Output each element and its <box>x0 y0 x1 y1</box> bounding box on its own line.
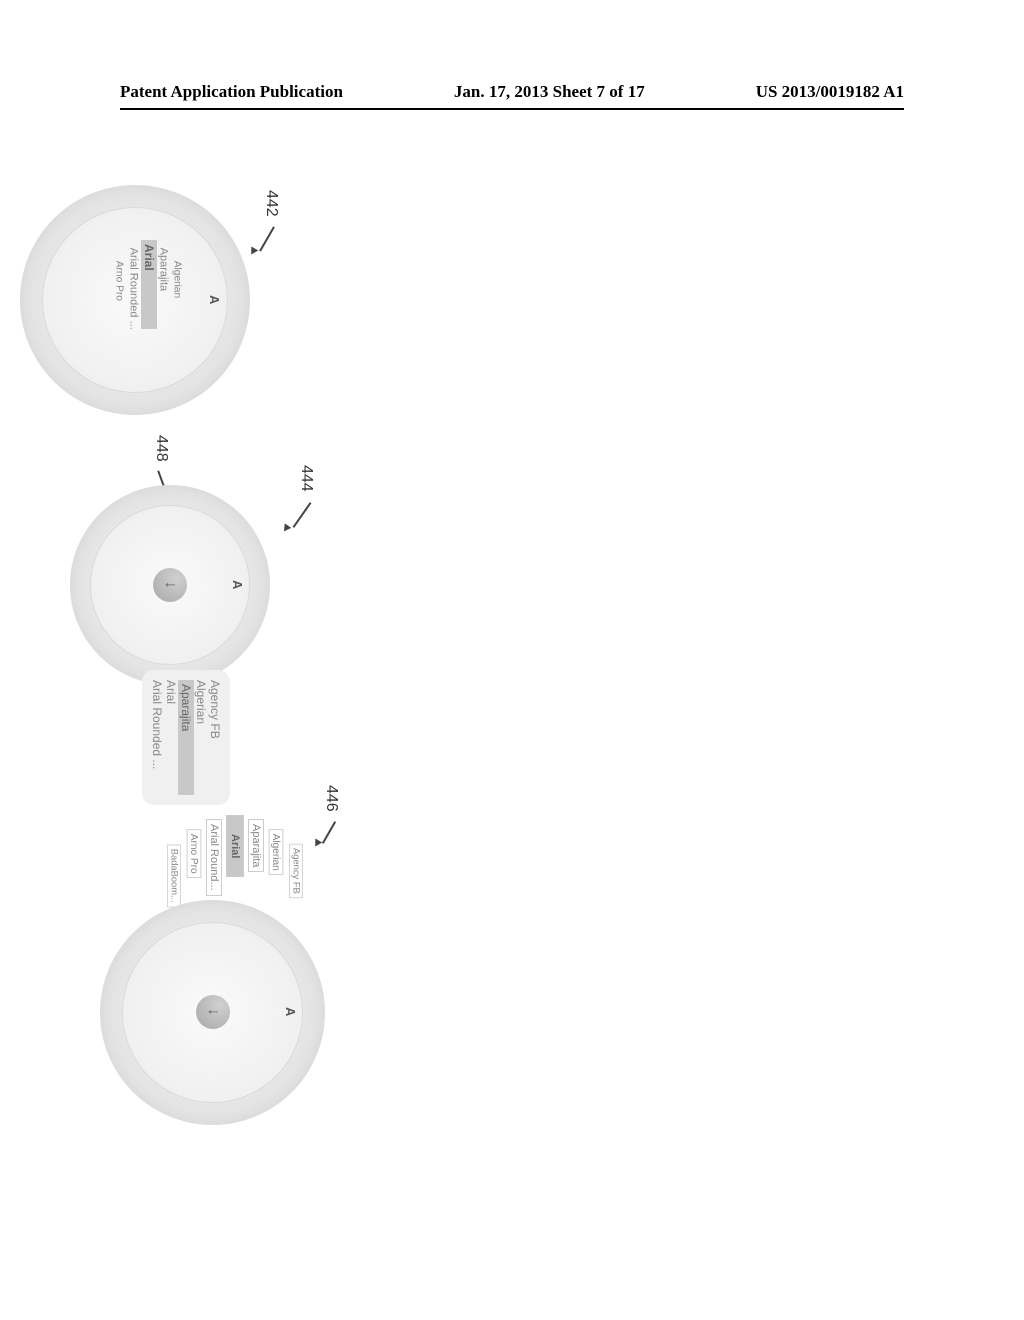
font-item[interactable]: Algerian <box>172 261 184 337</box>
dial-1-a-marker: A <box>207 295 222 304</box>
font-item-boxed[interactable]: Arial Round... <box>206 819 222 896</box>
font-item-boxed[interactable]: BadaBoom... <box>167 845 181 908</box>
font-item[interactable]: Algerian <box>194 680 208 795</box>
header-right: US 2013/0019182 A1 <box>756 82 904 102</box>
ref-label-448: 448 <box>152 435 170 462</box>
dial-2-a-marker: A <box>230 580 245 589</box>
dial-3-side-list: Agency FB Algerian Aparajita Arial Arial… <box>164 815 306 892</box>
font-item-selected[interactable]: Aparajita <box>178 680 194 795</box>
font-item-boxed[interactable]: Arno Pro <box>187 829 202 878</box>
font-item-boxed[interactable]: Aparajita <box>248 819 264 872</box>
ref-arrowhead-444 <box>281 523 292 533</box>
font-item[interactable]: Arial Rounded ... <box>128 248 141 330</box>
ref-arrow-446 <box>322 821 336 844</box>
ref-arrow-444 <box>293 502 312 528</box>
font-item[interactable]: Arial Rounded ... <box>150 680 164 795</box>
ref-arrow-442 <box>259 226 275 251</box>
dial-3-center-button[interactable]: ↓ <box>196 995 230 1029</box>
header-left: Patent Application Publication <box>120 82 343 102</box>
font-item-selected[interactable]: Arial <box>141 240 157 329</box>
header-center: Jan. 17, 2013 Sheet 7 of 17 <box>454 82 645 102</box>
figure-area: 442 A Algerian Aparajita Arial Arial Rou… <box>0 295 870 925</box>
dial-1-font-list: Algerian Aparajita Arial Arial Rounded .… <box>113 240 185 329</box>
ref-label-442: 442 <box>262 190 280 217</box>
font-item-boxed[interactable]: Agency FB <box>289 844 303 898</box>
font-item-boxed[interactable]: Algerian <box>269 829 284 875</box>
font-item[interactable]: Agency FB <box>208 680 222 795</box>
dial-2-flyout: Agency FB Algerian Aparajita Arial Arial… <box>142 670 230 805</box>
dial-2-center-button[interactable]: ↓ <box>153 568 187 602</box>
dial-3-a-marker: A <box>283 1007 298 1016</box>
font-item-boxed-selected[interactable]: Arial <box>226 815 244 877</box>
font-item[interactable]: Arial <box>164 680 178 795</box>
ref-label-446: 446 <box>322 785 340 812</box>
ref-label-444: 444 <box>297 465 315 492</box>
ref-arrowhead-442 <box>248 246 258 256</box>
font-item[interactable]: Arno Pro <box>114 261 126 337</box>
header-divider <box>120 108 904 110</box>
ref-arrowhead-446 <box>312 838 322 848</box>
font-item[interactable]: Aparajita <box>158 248 171 330</box>
